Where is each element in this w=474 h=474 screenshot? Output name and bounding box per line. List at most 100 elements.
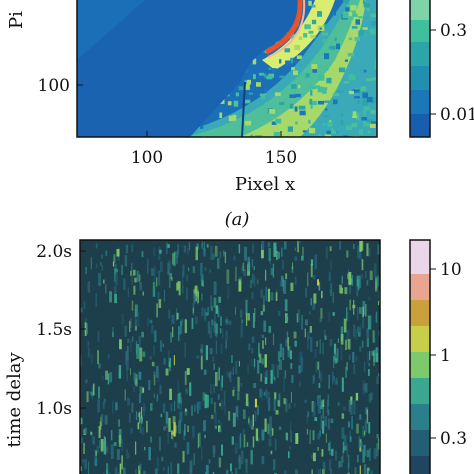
panel-b-speckle-cell [329,441,332,455]
panel-b-speckle-cell [205,472,207,474]
panel-b-speckle-cell [212,253,215,260]
panel-b-speckle-cell [357,455,359,463]
panel-b-speckle-cell [90,353,93,364]
panel-b-speckle-cell [312,275,316,280]
panel-b-speckle-cell [119,339,122,350]
panel-b-speckle-cell [341,275,343,284]
panel-b-speckle-cell [115,263,117,276]
panel-b-speckle-cell [182,264,185,277]
panel-b-speckle-cell [339,240,342,250]
panel-a-speckle-cell [317,62,323,66]
panel-b-speckle-cell [138,411,141,424]
panel-b-speckle-cell [167,466,169,474]
panel-a-plot-frame [76,0,378,138]
panel-a: 100 Pi 100 150 Pixel x (a) 0.3 0.01 [6,0,474,230]
panel-b-speckle-cell [213,363,215,370]
panel-b-speckle-cell [354,467,357,474]
panel-b-speckle-cell [267,391,270,404]
panel-b-speckle-cell [327,418,330,430]
panel-a-speckle-cell [363,69,367,73]
panel-b-speckle-cell [294,247,296,251]
panel-b-speckle-cell [151,361,155,367]
panel-a-speckle-cell [318,75,325,81]
panel-b-speckle-cell [375,277,378,292]
panel-b-speckle-cell [212,445,216,454]
panel-b-speckle-cell [153,247,156,257]
panel-a-speckle-cell [289,103,294,109]
panel-b-speckle-cell [346,443,349,457]
panel-b-speckle-cell [135,441,137,455]
panel-b-speckle-cell [223,250,225,257]
panel-a-speckle-cell [256,82,261,87]
panel-a-speckle-cell [310,34,316,39]
panel-b-speckle-cell [323,329,326,337]
panel-b-speckle-cell [214,402,216,414]
panel-b-speckle-cell [240,325,243,338]
panel-a-speckle-cell [274,92,281,96]
panel-b-speckle-cell [149,319,153,324]
panel-b-speckle-cell [359,241,362,252]
panel-b-speckle-cell [248,343,251,351]
panel-b-speckle-cell [173,251,176,267]
panel-a-speckle-cell [293,70,298,76]
panel-b-speckle-cell [333,355,336,361]
panel-b-speckle-cell [358,436,361,449]
panel-b-speckle-cell [286,331,289,344]
panel-b-speckle-cell [290,430,292,443]
panel-b-speckle-cell [153,345,155,356]
panel-b-speckle-cell [105,446,109,453]
panel-b-speckle-cell [104,437,106,444]
panel-b-speckle-cell [370,470,373,474]
panel-b-speckle-cell [357,245,359,259]
panel-b-speckle-cell [312,375,315,385]
panel-b-speckle-cell [296,313,299,323]
panel-b-speckle-cell [184,342,186,358]
panel-b-speckle-cell [85,379,88,384]
panel-a-speckle-cell [348,11,353,17]
panel-b-speckle-cell [328,459,332,471]
panel-b-speckle-cell [320,415,322,430]
panel-b-speckle-cell [297,240,299,253]
panel-b-speckle-cell [130,318,132,328]
panel-b-speckle-cell [129,320,131,332]
panel-b-speckle-cell [265,269,267,281]
panel-a-speckle-cell [336,43,340,50]
panel-b-speckle-cell [310,298,312,306]
panel-b-speckle-cell [90,391,94,396]
panel-b-speckle-cell [189,460,193,474]
panel-b-speckle-cell [116,249,120,257]
panel-b-speckle-cell [291,374,294,383]
panel-a-speckle-cell [238,86,244,91]
panel-b-speckle-cell [241,266,244,273]
panel-b-speckle-cell [176,282,179,291]
panel-a-speckle-cell [326,68,329,71]
panel-b-speckle-cell [376,376,379,385]
panel-a-speckle-cell [345,125,353,131]
panel-b-speckle-cell [361,340,364,348]
panel-b-speckle-cell [251,292,254,300]
panel-a-speckle-cell [309,86,316,90]
panel-b-speckle-cell [342,450,344,463]
panel-b-speckle-cell [260,373,263,382]
panel-b-speckle-cell [135,374,138,387]
panel-b-speckle-cell [214,245,218,257]
panel-b-speckle-cell [172,326,174,338]
panel-b-speckle-cell [148,447,151,461]
panel-b-speckle-cell [96,263,98,269]
panel-b-speckle-cell [364,420,368,433]
panel-a-speckle-cell [360,86,367,91]
panel-b-speckle-cell [189,382,192,396]
panel-b-speckle-cell [363,361,366,373]
panel-b-speckle-cell [173,400,176,412]
panel-a-speckle-cell [355,19,360,25]
panel-b-speckle-cell [153,277,155,286]
panel-b-speckle-cell [144,447,146,451]
panel-a-ytick-label: 100 [38,76,70,96]
panel-a-speckle-cell [287,126,293,132]
panel-a-speckle-cell [371,77,377,81]
panel-b-speckle-cell [113,442,117,446]
panel-b-speckle-cell [205,312,209,316]
panel-b-speckle-cell [84,427,87,434]
panel-b-speckle-cell [125,244,128,254]
panel-b-speckle-cell [90,431,93,435]
